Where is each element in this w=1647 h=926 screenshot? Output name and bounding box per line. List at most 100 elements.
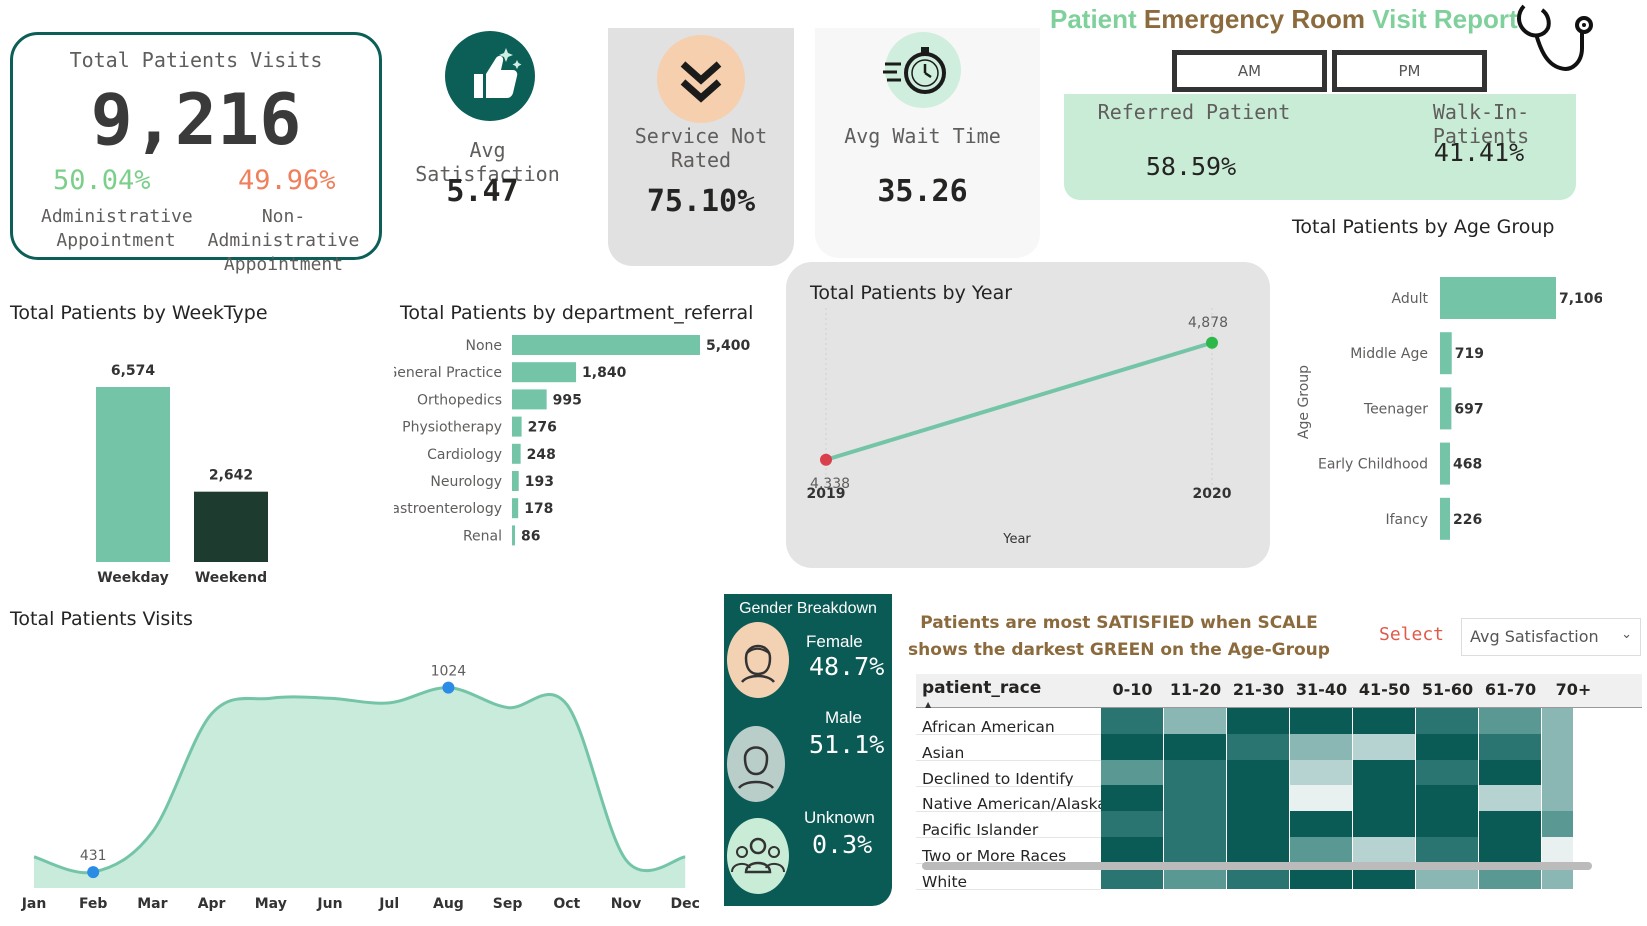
heatmap-cell[interactable]: [1479, 811, 1542, 837]
year-tick-label: 2019: [807, 486, 846, 502]
heatmap-cell[interactable]: [1542, 811, 1574, 837]
heatmap-cell[interactable]: [1479, 708, 1542, 734]
monthly-tick-label: Dec: [670, 896, 699, 912]
heatmap-column-header[interactable]: 21-30: [1232, 680, 1285, 699]
heatmap-cell[interactable]: [1353, 708, 1416, 734]
unknown-value: 0.3%: [812, 830, 873, 859]
heatmap-cell[interactable]: [1290, 837, 1353, 863]
heatmap-column-header[interactable]: 70+: [1555, 680, 1592, 699]
horizontal-scrollbar[interactable]: [922, 862, 1592, 870]
heatmap-cell[interactable]: [1227, 811, 1290, 837]
dept-category-label: General Practice: [394, 365, 502, 381]
heatmap-cell[interactable]: [1479, 837, 1542, 863]
heatmap-cell[interactable]: [1101, 733, 1164, 760]
heatmap-column-header[interactable]: 31-40: [1295, 680, 1348, 699]
heatmap-column-header[interactable]: 61-70: [1484, 680, 1537, 699]
heatmap-cell[interactable]: [1353, 837, 1416, 863]
heatmap-cell[interactable]: [1416, 733, 1479, 760]
heatmap-cell[interactable]: [1416, 837, 1479, 863]
heatmap-cell[interactable]: [1542, 785, 1574, 812]
heatmap-cell[interactable]: [1290, 759, 1353, 786]
heatmap-cell[interactable]: [1542, 708, 1574, 734]
heatmap-cell[interactable]: [1542, 733, 1574, 760]
heatmap-row-label: African American: [922, 718, 1055, 736]
avg-wait-time-value: 35.26: [877, 174, 968, 209]
heatmap-column-header[interactable]: 0-10: [1112, 680, 1153, 699]
heatmap-cell[interactable]: [1479, 733, 1542, 760]
heatmap-cell[interactable]: [1164, 811, 1227, 837]
heatmap-cell[interactable]: [1227, 733, 1290, 760]
heatmap-cell[interactable]: [1416, 785, 1479, 812]
heatmap-cell[interactable]: [1416, 759, 1479, 786]
heatmap-cell[interactable]: [1101, 708, 1164, 734]
weektype-chart-title: Total Patients by WeekType: [10, 302, 268, 324]
heatmap-cell[interactable]: [1164, 759, 1227, 786]
heatmap-cell[interactable]: [1416, 811, 1479, 837]
pm-button[interactable]: PM: [1332, 50, 1487, 92]
heatmap-cell[interactable]: [1101, 785, 1164, 812]
dept-chart: None 5,400 General Practice 1,840 Orthopedic…: [394, 335, 751, 546]
female-label: Female: [806, 632, 863, 651]
male-label: Male: [825, 708, 862, 727]
weektype-chart: 6,574 Weekday 2,642 Weekend: [96, 363, 268, 586]
heatmap-row-label: Declined to Identify: [922, 769, 1074, 788]
heatmap-cell[interactable]: [1101, 811, 1164, 837]
monthly-tick-label: Nov: [611, 896, 641, 912]
am-button[interactable]: AM: [1172, 50, 1327, 92]
heatmap-cell[interactable]: [1353, 785, 1416, 812]
monthly-tick-label: Feb: [79, 896, 108, 912]
dept-value-label: 995: [553, 392, 582, 408]
heatmap-cell[interactable]: [1479, 759, 1542, 786]
service-not-rated-label-line1: Service Not: [634, 124, 768, 148]
age-value-label: 226: [1453, 512, 1482, 528]
heatmap-cell[interactable]: [1542, 759, 1574, 786]
total-visits-title: Total Patients Visits: [69, 48, 323, 72]
heatmap-column-header[interactable]: 11-20: [1169, 680, 1222, 699]
heatmap-cell[interactable]: [1101, 837, 1164, 863]
heatmap-cell[interactable]: [1416, 708, 1479, 734]
heatmap-cell[interactable]: [1164, 733, 1227, 760]
heatmap-cell[interactable]: [1227, 759, 1290, 786]
non-admin-label-line1: Non-Administrative: [207, 206, 360, 251]
heatmap-panel: Patients are most SATISFIED when SCALE s…: [904, 594, 1642, 920]
monthly-area: [34, 687, 686, 888]
heatmap-cell[interactable]: [1227, 785, 1290, 812]
heatmap-cell[interactable]: [1353, 811, 1416, 837]
age-bar: [1440, 442, 1450, 485]
age-category-label: Ifancy: [1386, 512, 1429, 528]
heatmap-cell[interactable]: [1164, 708, 1227, 734]
heatmap-cell[interactable]: [1164, 837, 1227, 863]
age-value-label: 7,106: [1559, 291, 1602, 307]
monthly-chart-title: Total Patients Visits: [10, 608, 193, 630]
sort-up-icon[interactable]: ▲: [925, 700, 932, 709]
admin-label-line2: Appointment: [56, 230, 176, 251]
heatmap-cell[interactable]: [1353, 733, 1416, 760]
heatmap-cell[interactable]: [1542, 837, 1574, 863]
heatmap-cell[interactable]: [1227, 708, 1290, 734]
age-category-label: Teenager: [1363, 401, 1428, 417]
heatmap-cell[interactable]: [1290, 785, 1353, 812]
chevron-down-double-icon: [657, 35, 745, 123]
heatmap-cell[interactable]: [1290, 811, 1353, 837]
heatmap-cell[interactable]: [1290, 733, 1353, 760]
referred-label: Referred Patient: [1097, 100, 1291, 124]
heatmap-cell[interactable]: [1290, 708, 1353, 734]
heatmap-cell[interactable]: [1101, 759, 1164, 786]
heatmap-cell[interactable]: [1353, 759, 1416, 786]
year-chart-title: Total Patients by Year: [810, 282, 1013, 304]
female-avatar-icon: [727, 622, 789, 698]
heatmap-cell[interactable]: [1227, 837, 1290, 863]
heatmap-cell[interactable]: [1479, 785, 1542, 812]
heatmap-cell[interactable]: [1164, 785, 1227, 812]
metric-dropdown[interactable]: Avg Satisfaction ⌄: [1461, 618, 1641, 656]
weektype-category-label: Weekday: [97, 570, 168, 586]
heatmap-column-header[interactable]: 51-60: [1421, 680, 1474, 699]
heatmap-column-header[interactable]: 41-50: [1358, 680, 1411, 699]
walkin-label: Walk-In-Patients: [1432, 100, 1530, 148]
dept-bar: [512, 443, 521, 464]
year-point: [1206, 336, 1218, 349]
year-chart-xlabel: Year: [1003, 532, 1031, 547]
heatmap-row-header[interactable]: patient_race: [922, 678, 1042, 698]
dept-value-label: 1,840: [582, 365, 627, 381]
